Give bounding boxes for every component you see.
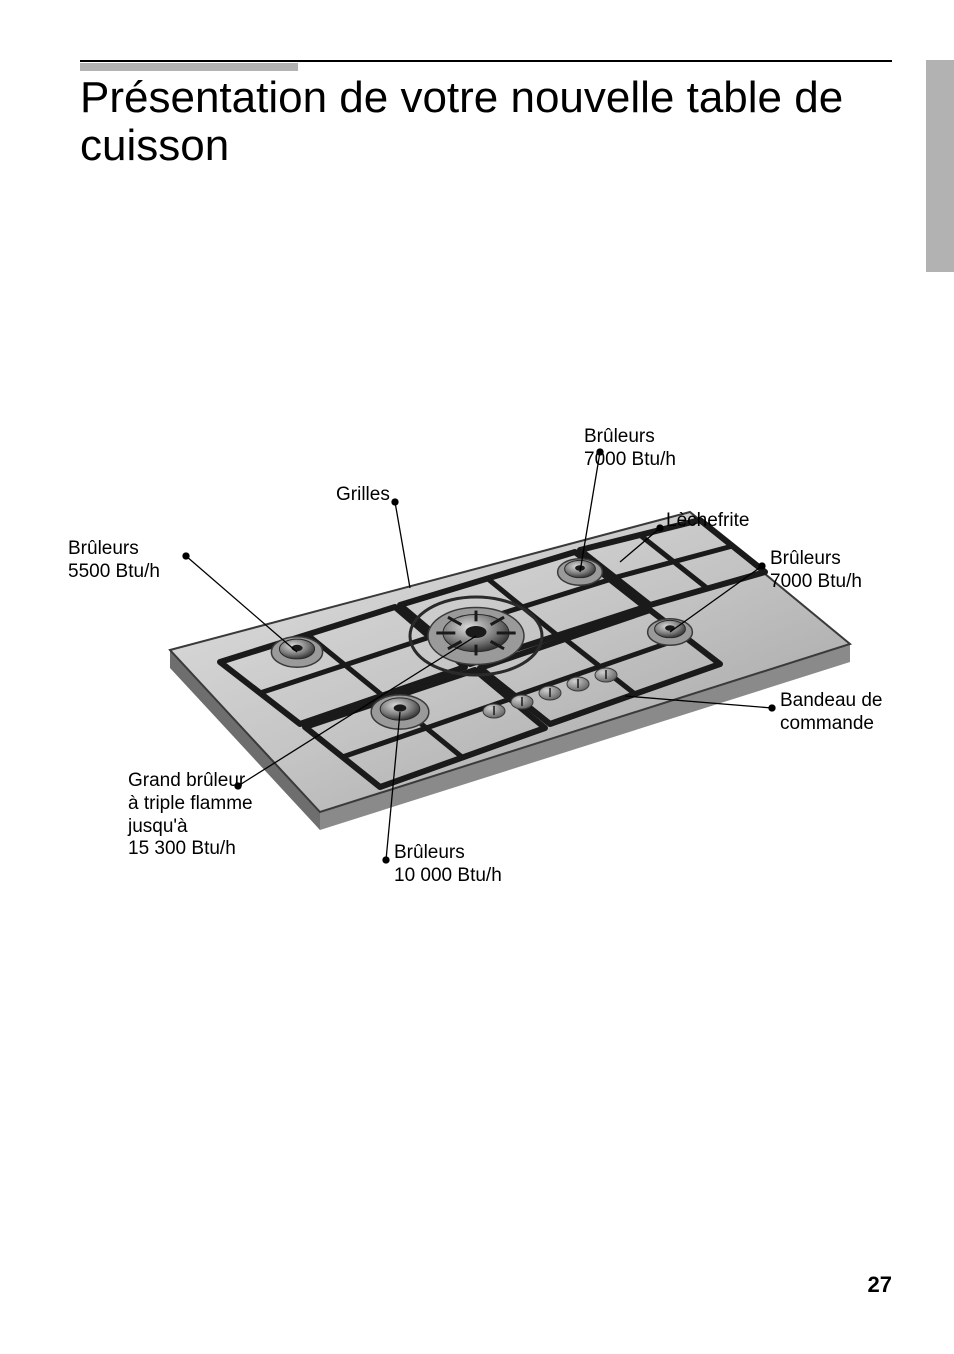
label-grand_bruleur-line4: 15 300 Btu/h bbox=[128, 838, 253, 861]
label-burner_5500: Brûleurs5500 Btu/h bbox=[68, 538, 160, 584]
label-bandeau-line1: Bandeau de bbox=[780, 690, 883, 713]
label-burner_7000_top-line1: Brûleurs bbox=[584, 426, 676, 449]
side-index-tab bbox=[926, 60, 954, 272]
label-grand_bruleur-line1: Grand brûleur bbox=[128, 770, 253, 793]
label-lechefrite-line1: Lèchefrite bbox=[666, 510, 749, 533]
cooktop-diagram: Brûleurs5500 Btu/hGrillesBrûleurs7000 Bt… bbox=[60, 412, 894, 912]
label-burner_7000_top: Brûleurs7000 Btu/h bbox=[584, 426, 676, 472]
label-burner_7000_top-line2: 7000 Btu/h bbox=[584, 449, 676, 472]
label-burner_10000-line2: 10 000 Btu/h bbox=[394, 865, 502, 888]
label-grand_bruleur-line3: jusqu'à bbox=[128, 816, 253, 839]
label-grand_bruleur-line2: à triple flamme bbox=[128, 793, 253, 816]
label-burner_5500-line1: Brûleurs bbox=[68, 538, 160, 561]
label-burner_10000-line1: Brûleurs bbox=[394, 842, 502, 865]
label-burner_10000: Brûleurs10 000 Btu/h bbox=[394, 842, 502, 888]
label-bandeau-line2: commande bbox=[780, 713, 883, 736]
title-rule bbox=[80, 60, 892, 62]
label-grilles: Grilles bbox=[336, 484, 390, 507]
label-burner_7000_right-line2: 7000 Btu/h bbox=[770, 571, 862, 594]
page-title: Présentation de votre nouvelle table de … bbox=[80, 74, 892, 169]
page-number: 27 bbox=[868, 1272, 892, 1298]
label-burner_7000_right: Brûleurs7000 Btu/h bbox=[770, 548, 862, 594]
label-burner_7000_right-line1: Brûleurs bbox=[770, 548, 862, 571]
label-bandeau: Bandeau decommande bbox=[780, 690, 883, 736]
title-accent-bar bbox=[80, 63, 298, 71]
label-lechefrite: Lèchefrite bbox=[666, 510, 749, 533]
label-grilles-line1: Grilles bbox=[336, 484, 390, 507]
page-root: Présentation de votre nouvelle table de … bbox=[0, 0, 954, 1354]
label-grand_bruleur: Grand brûleurà triple flammejusqu'à15 30… bbox=[128, 770, 253, 861]
label-burner_5500-line2: 5500 Btu/h bbox=[68, 561, 160, 584]
